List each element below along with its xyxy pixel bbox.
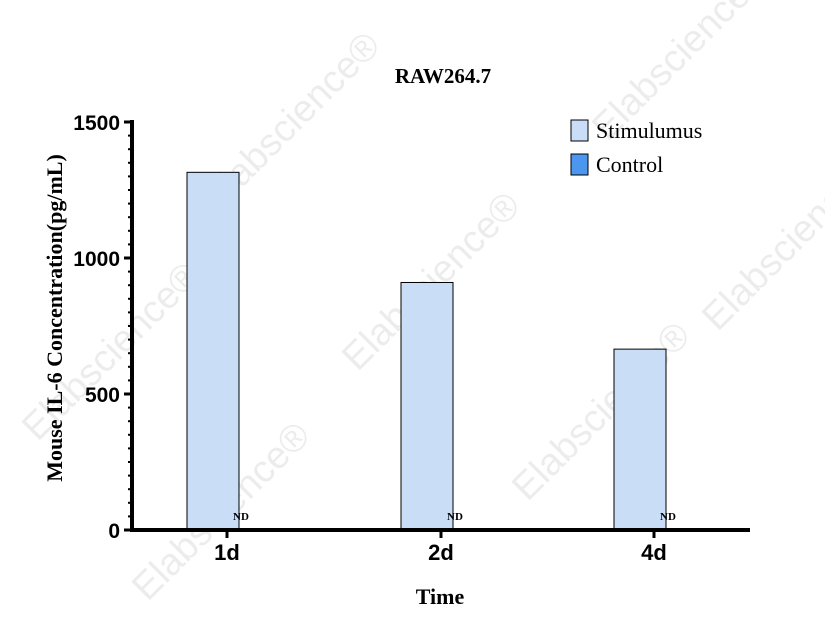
x-tick-label-1d: 1d — [214, 540, 240, 565]
watermark-text: Elabscience® — [694, 144, 825, 338]
x-tick-label-4d: 4d — [641, 540, 667, 565]
bar-stimulumus-1d — [186, 171, 240, 531]
x-ticks: 1d 2d 4d — [214, 530, 667, 565]
bar-stimulumus-2d — [400, 281, 454, 531]
y-tick-label: 1000 — [73, 248, 120, 271]
y-axis-label: Mouse IL-6 Concentration(pg/mL) — [42, 154, 67, 482]
x-axis-label: Time — [416, 584, 465, 609]
chart-title: RAW264.7 — [395, 64, 491, 88]
y-ticks: 0 500 1000 1500 — [73, 112, 132, 543]
legend-swatch-stimulumus — [570, 119, 589, 142]
y-tick-label: 0 — [108, 520, 120, 543]
y-tick-label: 1500 — [73, 112, 120, 135]
watermark-text: Elabscience® — [504, 314, 698, 508]
nd-label-2d: ND — [447, 511, 463, 523]
bars-layer — [186, 171, 667, 531]
x-tick-label-2d: 2d — [428, 540, 454, 565]
nd-label-4d: ND — [660, 511, 676, 523]
nd-label-1d: ND — [233, 511, 249, 523]
legend: Stimulumus Control — [570, 118, 702, 177]
legend-label-control: Control — [596, 152, 663, 177]
bar-stimulumus-4d — [613, 348, 667, 531]
legend-swatch-control — [570, 153, 589, 176]
annotations-layer: ND ND ND — [233, 511, 676, 523]
legend-label-stimulumus: Stimulumus — [596, 118, 702, 143]
y-tick-label: 500 — [85, 384, 120, 407]
